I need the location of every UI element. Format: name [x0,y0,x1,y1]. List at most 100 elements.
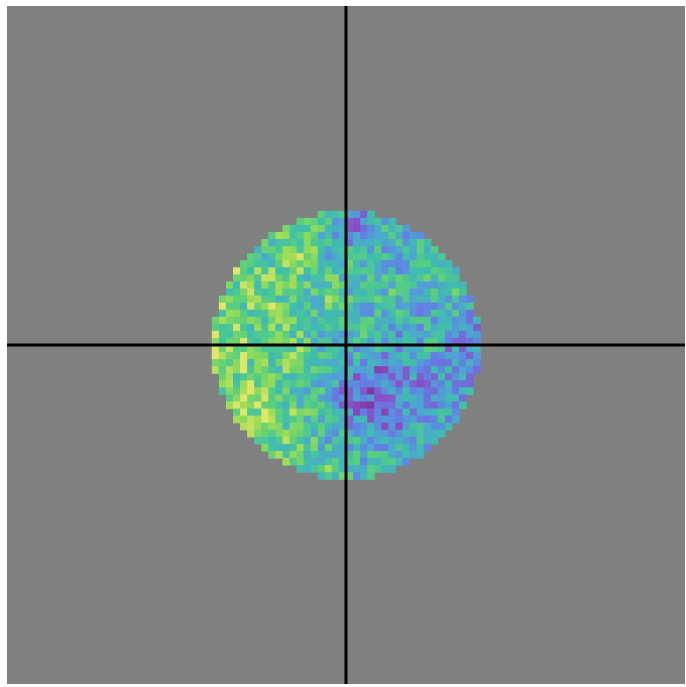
heatmap-cell [416,366,425,374]
heatmap-cell [296,281,305,290]
heatmap-cell [225,380,234,388]
heatmap-cell [402,295,411,304]
heatmap-cell [374,302,382,311]
heatmap-cell [303,401,312,410]
heatmap-cell [374,408,382,417]
heatmap-cell [310,239,319,247]
heatmap-cell [289,281,298,290]
heatmap-cell [289,401,298,410]
heatmap-cell [275,316,284,325]
heatmap-cell [402,436,411,445]
heatmap-cell [444,295,453,304]
heatmap-cell [409,295,418,304]
heatmap-cell [317,224,326,233]
heatmap-cell [437,330,446,339]
heatmap-cell [437,345,446,353]
heatmap-cell [374,345,382,353]
heatmap-cell [261,366,269,374]
heatmap-cell [409,309,418,318]
heatmap-cell [360,380,368,388]
heatmap-cell [381,253,389,261]
heatmap-cell [451,359,460,367]
heatmap-cell [310,422,319,431]
heatmap-cell [437,253,446,261]
heatmap-cell [310,337,319,346]
heatmap-cell [388,239,397,247]
heatmap-cell [331,443,340,452]
heatmap-cell [289,267,298,275]
heatmap-cell [289,408,298,417]
heatmap-cell [451,387,460,396]
heatmap-cell [437,359,446,367]
heatmap-cell [275,373,284,381]
heatmap-cell [388,217,397,226]
heatmap-cell [430,274,439,283]
heatmap-cell [303,450,312,459]
heatmap-cell [409,323,418,332]
heatmap-cell [381,281,389,290]
heatmap-cell [388,387,397,396]
heatmap-cell [459,288,467,297]
heatmap-cell [225,316,234,325]
heatmap-cell [374,323,382,332]
heatmap-cell [353,443,361,452]
heatmap-cell [402,253,411,261]
heatmap-cell [296,422,305,431]
heatmap-cell [459,345,467,353]
heatmap-cell [409,281,418,290]
heatmap-cell [402,443,411,452]
heatmap-cell [331,345,340,353]
heatmap-cell [303,239,312,247]
heatmap-cell [353,281,361,290]
heatmap-cell [444,415,453,424]
heatmap-cell [409,450,418,459]
heatmap-cell [353,323,361,332]
heatmap-cell [367,422,375,431]
heatmap-cell [360,239,368,247]
heatmap-cell [282,366,291,374]
heatmap-cell [338,210,347,219]
heatmap-cell [247,401,255,410]
heatmap-cell [247,260,255,268]
heatmap-cell [254,380,262,388]
heatmap-cell [296,465,305,473]
heatmap-cell [225,359,234,367]
heatmap-cell [437,415,446,424]
heatmap-cell [261,295,269,304]
heatmap-cell [317,415,326,424]
heatmap-cell [310,309,319,318]
heatmap-cell [268,380,276,388]
heatmap-cell [395,359,404,367]
heatmap-cell [423,267,432,275]
heatmap-cell [466,373,474,381]
heatmap-cell [296,239,305,247]
heatmap-cell [402,288,411,297]
heatmap-cell [388,232,397,240]
heatmap-cell [310,217,319,226]
heatmap-cell [402,401,411,410]
heatmap-cell [395,337,404,346]
heatmap-cell [360,253,368,261]
heatmap-cell [275,394,284,403]
heatmap-cell [254,373,262,381]
heatmap-cell [423,387,432,396]
heatmap-cell [331,323,340,332]
heatmap-cell [402,373,411,381]
heatmap-cell [423,401,432,410]
heatmap-cell [247,429,255,438]
heatmap-cell [296,450,305,459]
heatmap-cell [296,366,305,374]
heatmap-cell [268,274,276,283]
heatmap-cell [402,302,411,311]
heatmap-cell [303,260,312,268]
heatmap-cell [331,436,340,445]
heatmap-cell [395,224,404,233]
heatmap-cell [317,450,326,459]
heatmap-cell [331,387,340,396]
heatmap-cell [338,217,347,226]
heatmap-cell [225,352,234,360]
heatmap-cell [402,352,411,360]
heatmap-cell [409,239,418,247]
heatmap-cell [353,345,361,353]
